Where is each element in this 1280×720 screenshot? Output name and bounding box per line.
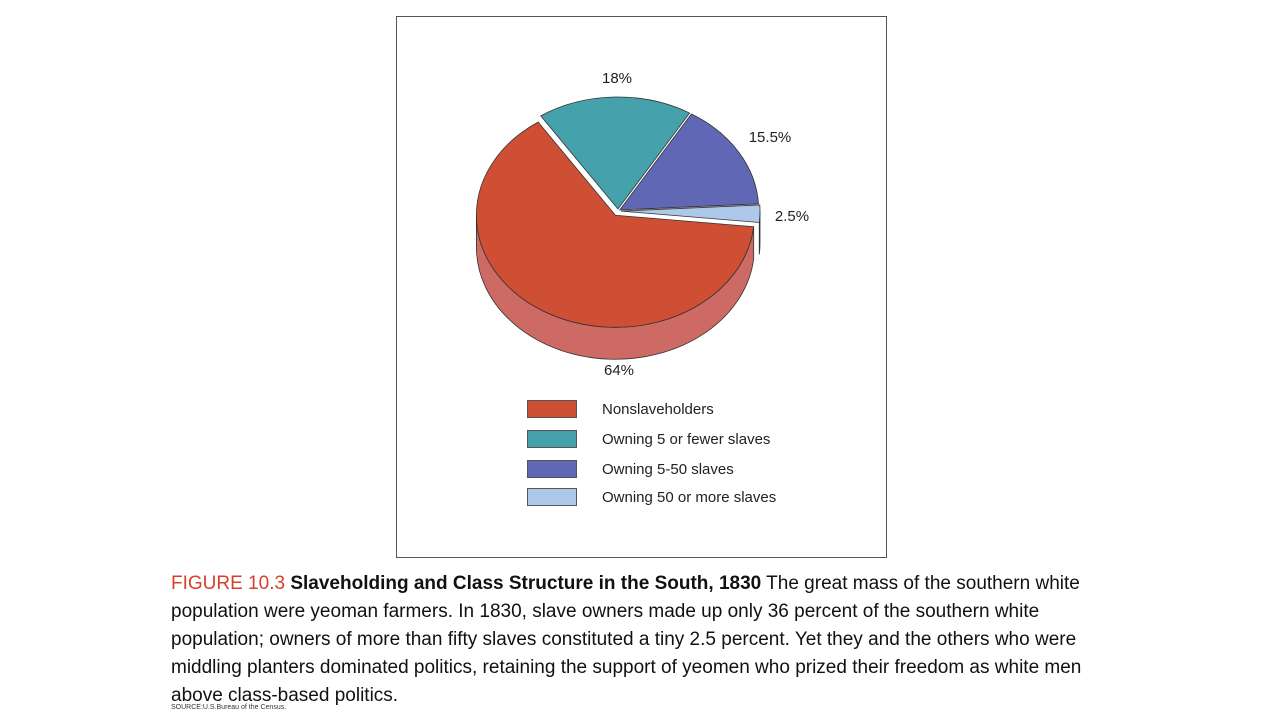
pie-slice xyxy=(620,204,761,223)
legend-label: Owning 5-50 slaves xyxy=(602,460,734,478)
figure-title: Slaveholding and Class Structure in the … xyxy=(290,573,762,594)
legend-label: Nonslaveholders xyxy=(602,400,714,418)
legend-item-owning-5-50: Owning 5-50 slaves xyxy=(527,459,734,479)
pie-chart: 64% 18% 15.5% 2.5% xyxy=(476,70,809,379)
legend-label: Owning 5 or fewer slaves xyxy=(602,430,771,448)
legend-swatch xyxy=(527,400,577,418)
legend-swatch xyxy=(527,430,577,448)
legend-swatch xyxy=(527,488,577,506)
slice-value-label: 2.5% xyxy=(775,208,809,225)
figure-caption: FIGURE 10.3 Slaveholding and Class Struc… xyxy=(171,570,1131,710)
pie-slice xyxy=(618,113,759,211)
slice-value-label: 18% xyxy=(602,70,632,87)
pie-slice xyxy=(476,121,755,328)
source-note: SOURCE:U.S.Bureau of the Census. xyxy=(171,704,287,711)
legend-swatch xyxy=(527,460,577,478)
slice-value-label: 15.5% xyxy=(749,129,792,146)
legend-item-owning-50-or-more: Owning 50 or more slaves xyxy=(527,487,776,507)
figure-caption-body: The great mass of the southern white pop… xyxy=(171,573,1082,706)
figure-frame: 64% 18% 15.5% 2.5% Nonslaveholders Owning 5… xyxy=(396,16,887,558)
legend-label: Owning 50 or more slaves xyxy=(602,488,777,506)
slice-value-label: 64% xyxy=(604,362,634,379)
pie-slice xyxy=(540,96,691,210)
legend-item-nonslaveholders: Nonslaveholders xyxy=(527,399,714,419)
legend-item-owning-5-or-fewer: Owning 5 or fewer slaves xyxy=(527,429,770,449)
figure-number: FIGURE 10.3 xyxy=(171,573,286,594)
